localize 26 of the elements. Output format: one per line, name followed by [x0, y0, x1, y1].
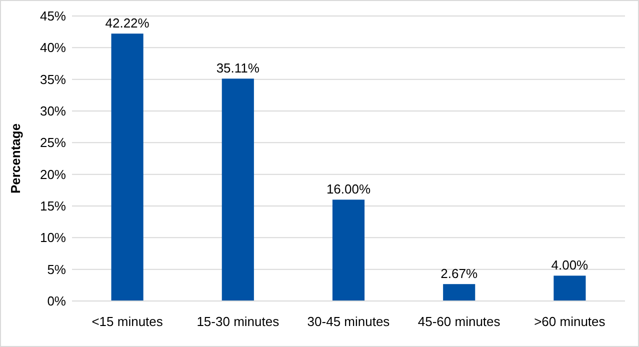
y-tick-label: 5% [47, 262, 66, 277]
data-label: 35.11% [216, 60, 260, 76]
y-tick-label: 45% [40, 8, 66, 24]
y-tick-label: 10% [40, 230, 66, 246]
bar [554, 276, 586, 301]
data-label: 2.67% [440, 266, 478, 282]
x-tick-label: <15 minutes [92, 314, 164, 329]
y-tick-label: 0% [47, 294, 66, 309]
bar [332, 200, 365, 301]
y-tick-label: 15% [40, 198, 66, 214]
bar [111, 34, 144, 301]
bar [222, 78, 254, 301]
x-tick-label: 45-60 minutes [418, 314, 501, 329]
y-tick-label: 25% [40, 135, 66, 150]
y-tick-label: 35% [40, 72, 66, 87]
x-tick-label: 30-45 minutes [307, 314, 390, 329]
y-tick-label: 20% [40, 166, 66, 182]
data-label: 16.00% [326, 182, 371, 197]
data-label: 4.00% [551, 258, 589, 273]
x-tick-label: 15-30 minutes [196, 314, 280, 329]
x-tick-label: >60 minutes [534, 314, 606, 329]
data-label: 42.22% [105, 16, 150, 31]
bar [443, 284, 476, 301]
y-tick-label: 40% [40, 40, 66, 56]
y-axis-title: Percentage [8, 123, 23, 194]
y-tick-label: 30% [40, 104, 66, 119]
